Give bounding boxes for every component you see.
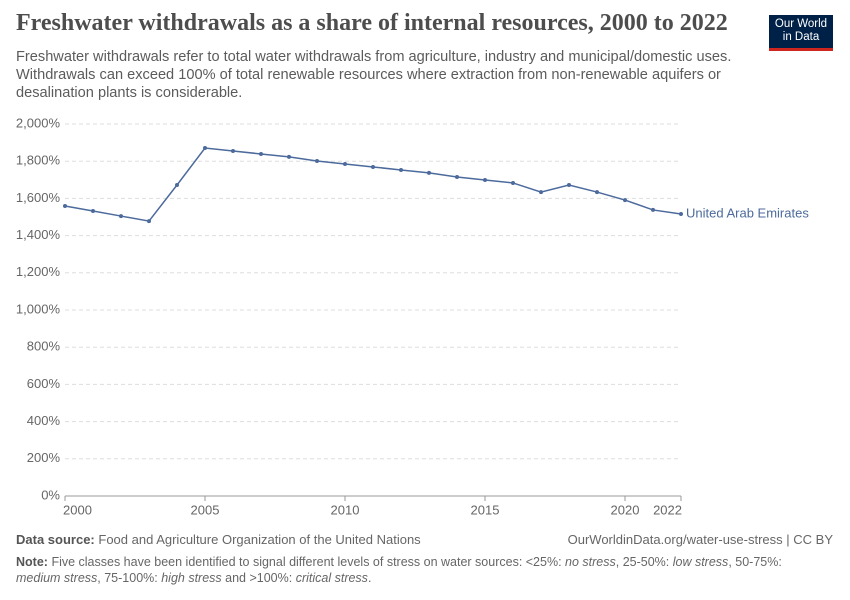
note-text: critical stress xyxy=(295,571,368,585)
note-text: low stress xyxy=(672,555,729,569)
point xyxy=(483,177,487,182)
y-tick-label: 1,400% xyxy=(16,227,61,242)
y-tick-label: 800% xyxy=(27,339,61,354)
y-tick-label: 1,600% xyxy=(16,190,61,205)
point xyxy=(259,151,263,156)
point xyxy=(399,167,403,172)
point xyxy=(595,190,599,195)
note-text: and >100%: xyxy=(221,571,296,585)
point xyxy=(455,175,459,180)
y-tick-label: 2,000% xyxy=(16,115,61,130)
point xyxy=(623,198,627,203)
point xyxy=(511,180,515,185)
point xyxy=(231,148,235,153)
chart-title: Freshwater withdrawals as a share of int… xyxy=(16,10,728,36)
logo[interactable]: Our World in Data xyxy=(769,15,833,51)
point xyxy=(91,209,95,214)
note: Note: Five classes have been identified … xyxy=(16,554,806,586)
point xyxy=(427,170,431,175)
x-tick-label: 2010 xyxy=(331,502,360,517)
note-text: no stress xyxy=(565,555,616,569)
point xyxy=(175,183,179,188)
x-tick-label: 2015 xyxy=(471,502,500,517)
point xyxy=(147,219,151,224)
y-tick-label: 0% xyxy=(41,487,60,502)
chart-subtitle: Freshwater withdrawals refer to total wa… xyxy=(16,49,732,101)
y-tick-label: 1,000% xyxy=(16,301,61,316)
source-label: Data source: xyxy=(16,532,95,547)
y-tick-label: 200% xyxy=(27,450,61,465)
line xyxy=(64,147,682,222)
x-tick-label: 2000 xyxy=(63,502,92,517)
point xyxy=(679,212,683,217)
note-text: medium stress xyxy=(16,571,98,585)
point xyxy=(119,214,123,219)
x-tick-label: 2020 xyxy=(611,502,640,517)
point xyxy=(651,207,655,212)
point xyxy=(287,154,291,159)
y-tick-label: 400% xyxy=(27,413,61,428)
note-label: Note: xyxy=(16,555,48,569)
logo-text: Our World xyxy=(774,18,828,30)
note-text: high stress xyxy=(161,571,222,585)
point xyxy=(203,145,207,150)
note-text: , 50-75%: xyxy=(728,555,782,569)
source-text: Food and Agriculture Organization of the… xyxy=(98,532,421,547)
note-text: Five classes have been identified to sig… xyxy=(51,555,566,569)
point xyxy=(567,183,571,188)
point xyxy=(371,164,375,169)
point xyxy=(539,190,543,195)
note-text: , 25-50%: xyxy=(615,555,673,569)
y-tick-label: 600% xyxy=(27,376,61,391)
y-tick-label: 1,800% xyxy=(16,153,61,168)
point xyxy=(315,159,319,164)
logo-text: in Data xyxy=(782,31,820,43)
url[interactable]: OurWorldinData.org/water-use-stress | CC… xyxy=(567,532,833,547)
x-tick-label: 2022 xyxy=(653,502,682,517)
note-text: . xyxy=(367,571,372,585)
point xyxy=(343,161,347,166)
source: Data source: Food and Agriculture Organi… xyxy=(16,532,421,547)
note-text: , 75-100%: xyxy=(97,571,162,585)
x-tick-label: 2005 xyxy=(191,502,220,517)
series-label: United Arab Emirates xyxy=(686,205,809,220)
point xyxy=(63,204,67,209)
y-tick-label: 1,200% xyxy=(16,264,61,279)
